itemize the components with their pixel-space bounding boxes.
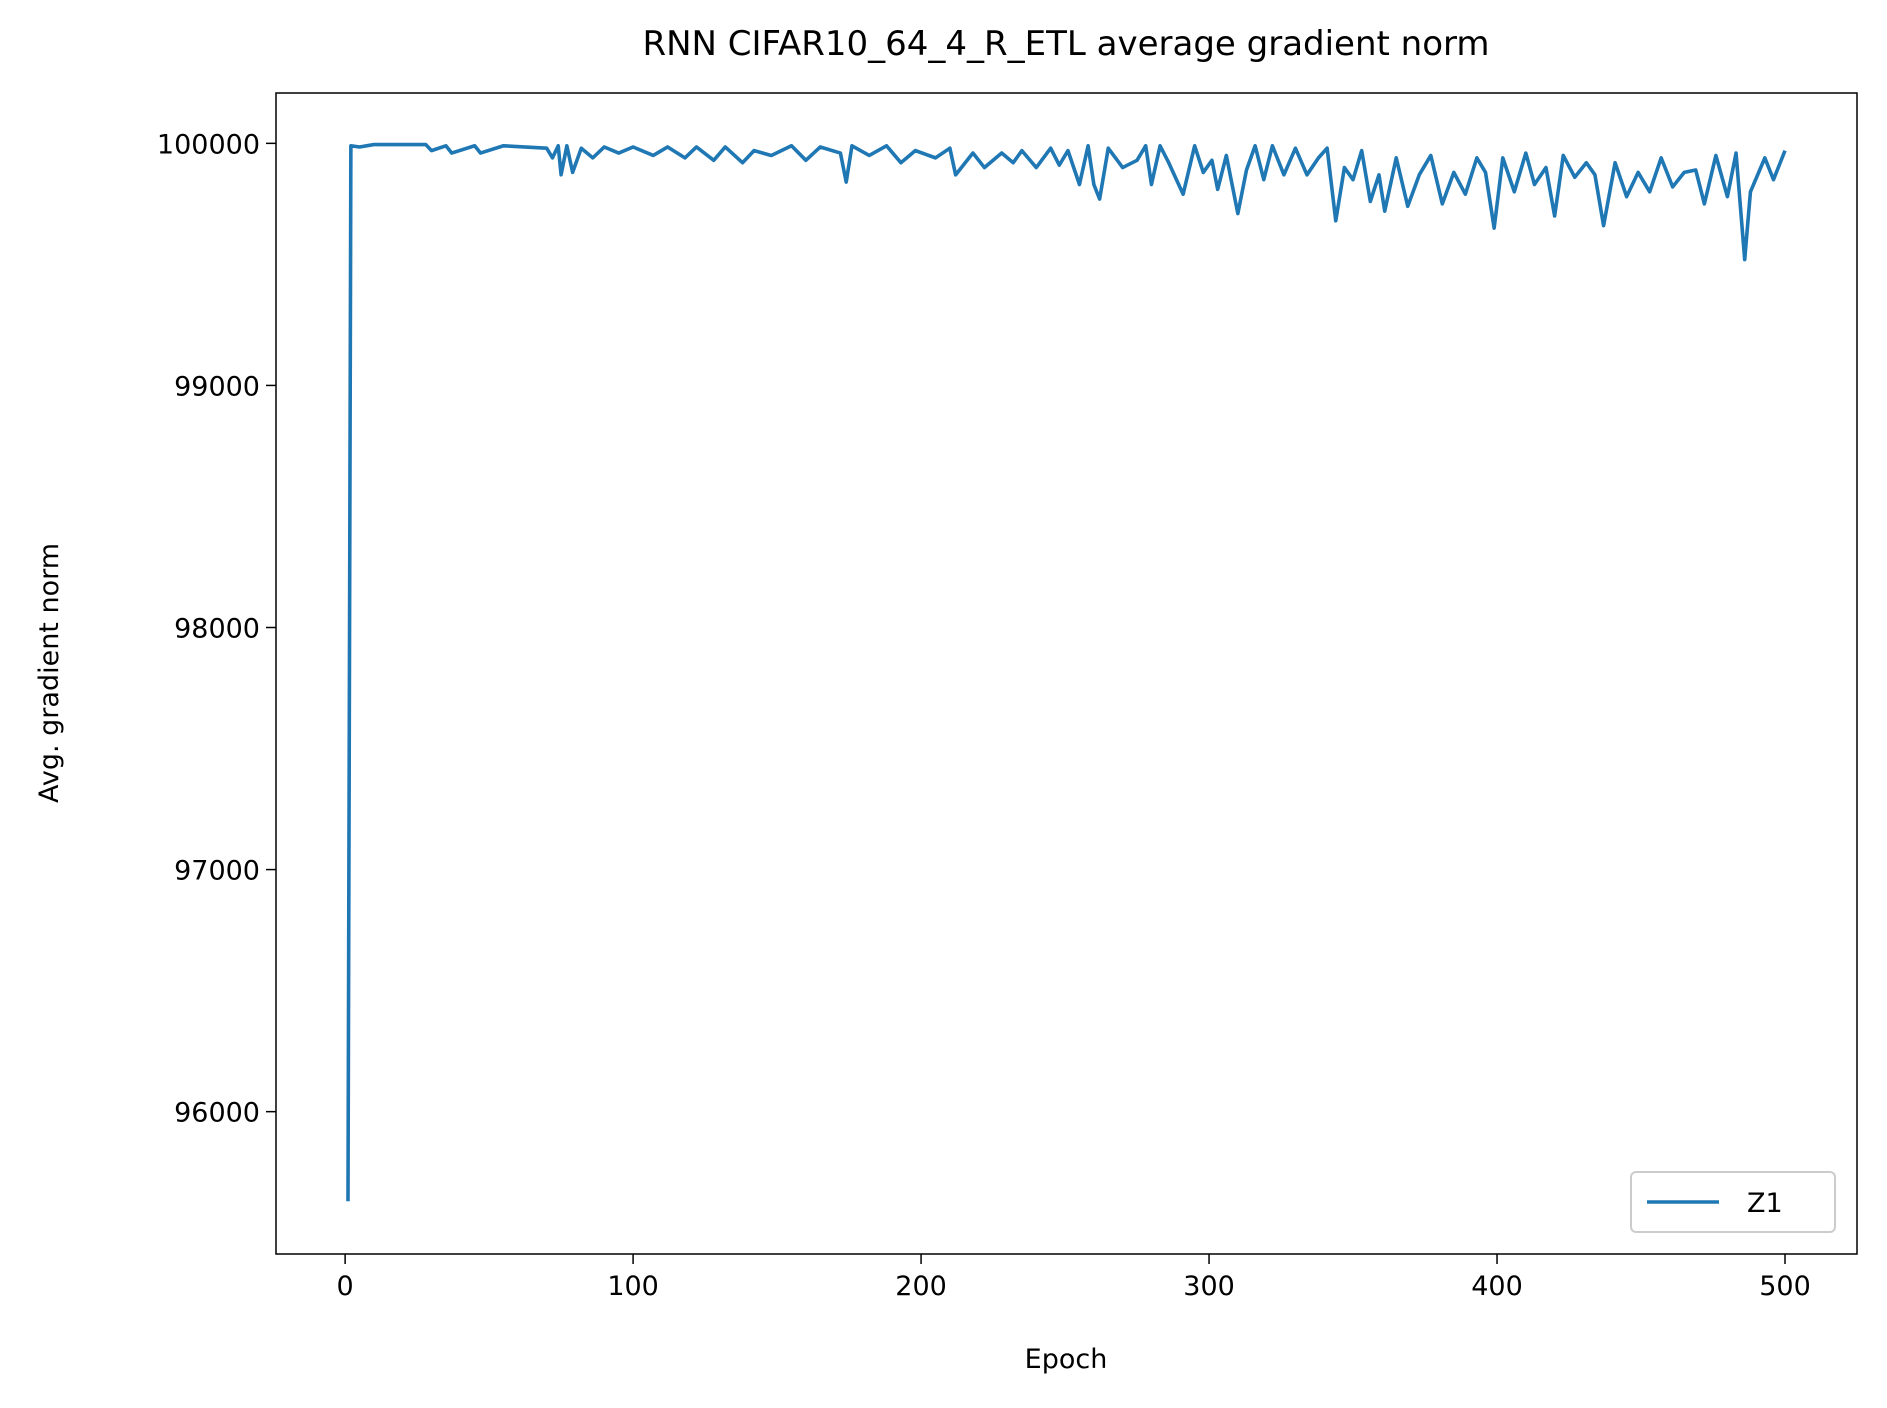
y-tick-label: 99000: [174, 371, 260, 402]
series-line: [346, 142, 1787, 1202]
legend-label: Z1: [1747, 1188, 1783, 1219]
y-tick-label: 100000: [157, 129, 260, 160]
x-axis-label: Epoch: [1025, 1344, 1108, 1375]
y-tick-label: 97000: [174, 856, 260, 887]
chart-title: RNN CIFAR10_64_4_R_ETL average gradient …: [642, 24, 1489, 64]
y-tick-label: 98000: [174, 614, 260, 645]
x-tick-label: 400: [1471, 1271, 1523, 1302]
legend-box: [1630, 1171, 1836, 1233]
x-tick-label: 200: [895, 1271, 947, 1302]
x-tick-label: 300: [1183, 1271, 1235, 1302]
x-tick-label: 100: [607, 1271, 659, 1302]
x-tick-label: 500: [1759, 1271, 1811, 1302]
y-axis-label: Avg. gradient norm: [34, 543, 65, 803]
y-tick-label: 96000: [174, 1098, 260, 1129]
plot-frame: [275, 92, 1858, 1255]
x-tick-label: 0: [337, 1271, 354, 1302]
